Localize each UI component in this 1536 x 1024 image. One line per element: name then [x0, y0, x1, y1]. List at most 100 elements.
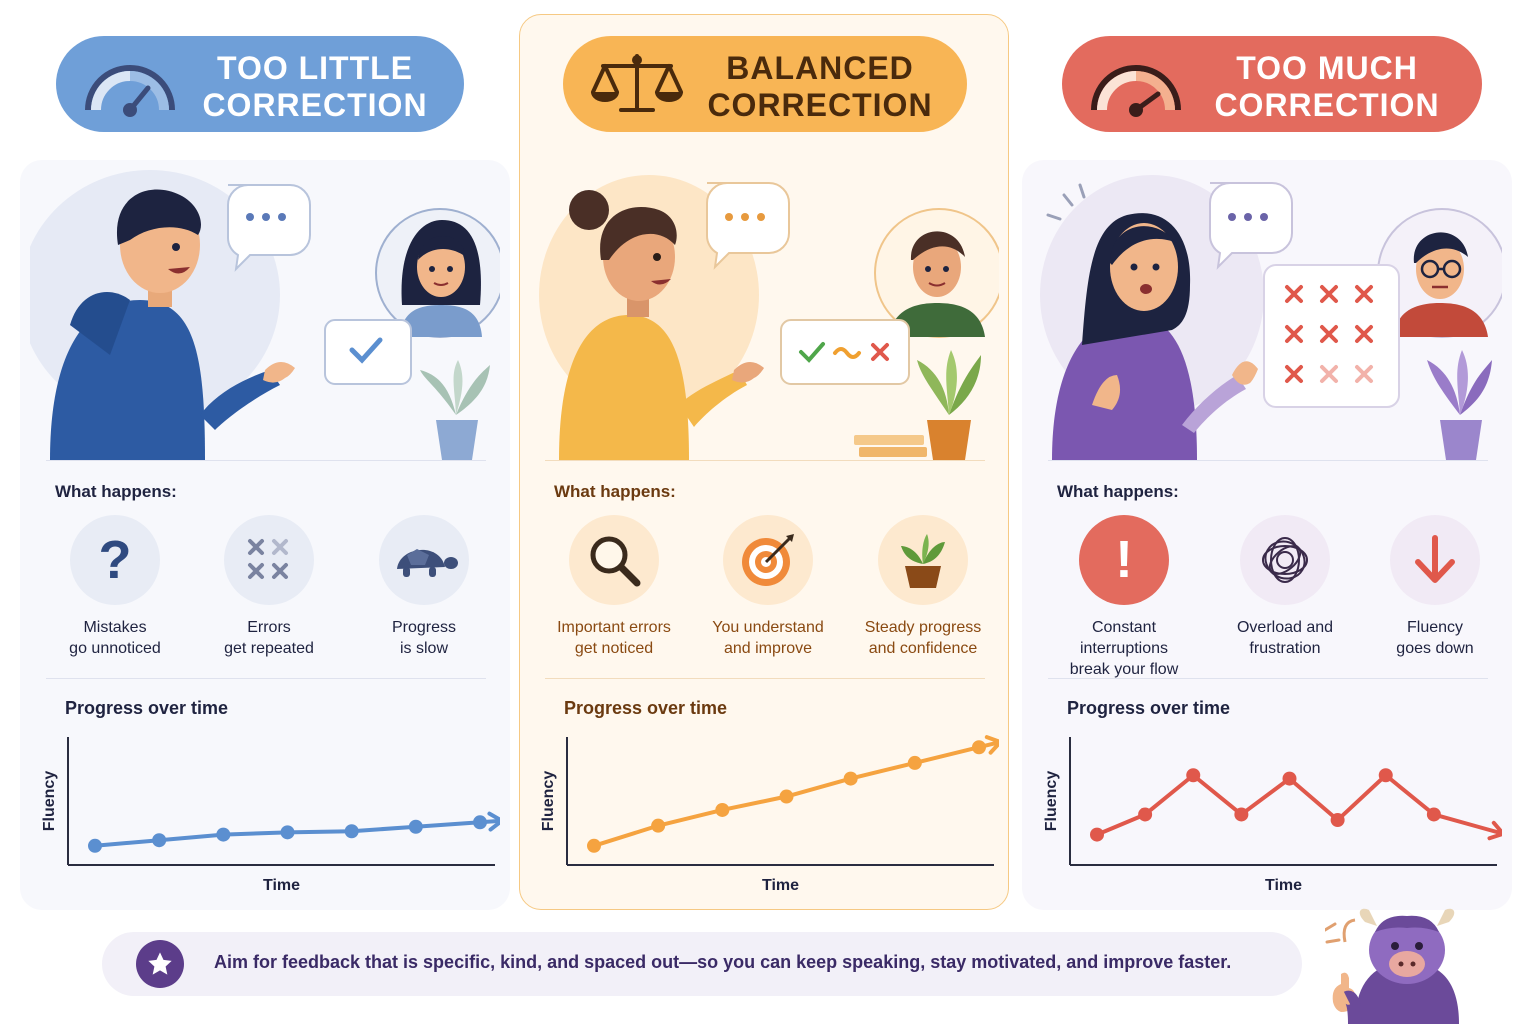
data-point	[152, 833, 167, 848]
heading-line-1: BALANCED	[726, 50, 914, 86]
effect-label-line-1: Fluency	[1406, 619, 1464, 636]
repeat-x-icon	[224, 515, 314, 605]
effect-label-line-1: Steady progress	[864, 619, 982, 636]
data-point	[216, 827, 231, 842]
heading-line-2: CORRECTION	[1214, 87, 1440, 123]
data-point	[1378, 768, 1393, 783]
arrow-head	[984, 735, 999, 755]
column-too-little: TOO LITTLE CORRECTION	[20, 0, 510, 915]
what-happens-title: What happens:	[554, 482, 676, 501]
data-point	[1090, 827, 1104, 842]
gauge-high-icon	[1091, 65, 1181, 117]
heading-line-2: CORRECTION	[202, 87, 428, 123]
arrow-head	[487, 811, 500, 832]
magnifier-icon	[569, 515, 659, 605]
data-point	[1186, 768, 1201, 783]
effect-item: ! Constant interruptions break your flow	[1049, 515, 1199, 680]
effect-label-line-1: Mistakes	[83, 619, 147, 636]
heading-pill: TOO MUCH CORRECTION	[1062, 36, 1482, 132]
heading-pill: TOO LITTLE CORRECTION	[56, 36, 464, 132]
heading-line-1: TOO MUCH	[1236, 50, 1418, 86]
progress-chart: Fluency Time	[1043, 737, 1502, 894]
effect-label-line-2: get repeated	[224, 640, 314, 657]
turtle-icon	[379, 515, 469, 605]
heading-title: BALANCED CORRECTION	[693, 50, 947, 124]
effect-label-line-2: frustration	[1249, 640, 1321, 657]
data-point	[1234, 807, 1249, 822]
data-point	[651, 818, 666, 833]
illustration-scene	[1032, 165, 1507, 460]
effect-label-line-1: Important errors	[557, 619, 671, 636]
tip-banner: Aim for feedback that is specific, kind,…	[102, 932, 1302, 996]
effect-item: Progress is slow	[349, 515, 499, 659]
illustration-scene	[20, 165, 505, 460]
data-point	[1282, 771, 1297, 786]
star-icon	[136, 940, 184, 988]
progress-title: Progress over time	[65, 698, 229, 718]
heading-title: TOO LITTLE CORRECTION	[186, 50, 444, 124]
effect-label: Overload and frustration	[1210, 617, 1360, 659]
yak-mascot-illustration	[1325, 908, 1459, 1024]
target-icon	[723, 515, 813, 605]
data-point	[587, 838, 601, 853]
data-point	[1426, 807, 1441, 822]
series-line	[1095, 773, 1502, 837]
data-point	[473, 815, 487, 830]
question-icon: ?	[70, 515, 160, 605]
progress-chart: Fluency Time	[41, 737, 500, 894]
data-point	[907, 755, 922, 770]
effect-label-line-1: Overload and	[1236, 619, 1334, 636]
effect-label-line-2: goes down	[1396, 640, 1474, 657]
arrow-head	[1487, 820, 1502, 841]
exclamation-icon: !	[1079, 515, 1169, 605]
effect-label: Constant interruptions break your flow	[1049, 617, 1199, 680]
y-axis-label: Fluency	[540, 771, 557, 832]
data-point	[1138, 807, 1153, 822]
effect-label-line-2: and confidence	[868, 640, 978, 657]
data-point	[779, 789, 794, 804]
heading-pill: BALANCED CORRECTION	[563, 36, 967, 132]
down-arrow-icon	[1390, 515, 1480, 605]
tip-text: Aim for feedback that is specific, kind,…	[214, 952, 1232, 972]
divider	[46, 678, 486, 679]
effect-label: Progress is slow	[349, 617, 499, 659]
data-point	[408, 819, 423, 834]
effect-label-line-1: You understand	[712, 619, 824, 636]
divider	[545, 460, 985, 461]
y-axis-label: Fluency	[1043, 771, 1060, 832]
column-too-much: TOO MUCH CORRECTION	[1022, 0, 1512, 915]
data-point	[88, 838, 102, 853]
data-point	[972, 740, 986, 755]
effect-item: Important errors get noticed	[539, 515, 689, 659]
effect-item: Fluency goes down	[1360, 515, 1510, 659]
what-happens-title: What happens:	[1057, 482, 1179, 501]
effect-label-line-1: Errors	[247, 619, 291, 636]
divider	[1048, 678, 1488, 679]
effect-label: Errors get repeated	[194, 617, 344, 659]
gauge-low-icon	[85, 65, 175, 117]
illustration-scene	[529, 165, 1004, 460]
divider	[1048, 460, 1488, 461]
data-point	[715, 802, 730, 817]
data-point	[1330, 813, 1345, 828]
scene-balanced-illustration	[539, 175, 1004, 460]
effect-item: Errors get repeated	[194, 515, 344, 659]
scene-too-little-illustration	[20, 170, 505, 460]
effect-item: Overload and frustration	[1210, 515, 1360, 659]
x-axis-label: Time	[1265, 877, 1302, 894]
effect-label: Mistakes go unnoticed	[40, 617, 190, 659]
heading-line-2: CORRECTION	[707, 87, 933, 123]
effect-item: ? Mistakes go unnoticed	[40, 515, 190, 659]
what-happens-title: What happens:	[55, 482, 177, 501]
effect-item: You understand and improve	[693, 515, 843, 659]
effect-label-line-2: is slow	[399, 640, 448, 657]
plant-icon	[878, 515, 968, 605]
column-balanced: BALANCED CORRECTION	[519, 0, 1009, 915]
y-axis-label: Fluency	[41, 771, 58, 832]
data-point	[344, 824, 359, 839]
tangle-icon	[1240, 515, 1330, 605]
progress-title: Progress over time	[1067, 698, 1231, 718]
progress-chart: Fluency Time	[540, 735, 999, 894]
divider	[46, 460, 486, 461]
effect-label: You understand and improve	[693, 617, 843, 659]
